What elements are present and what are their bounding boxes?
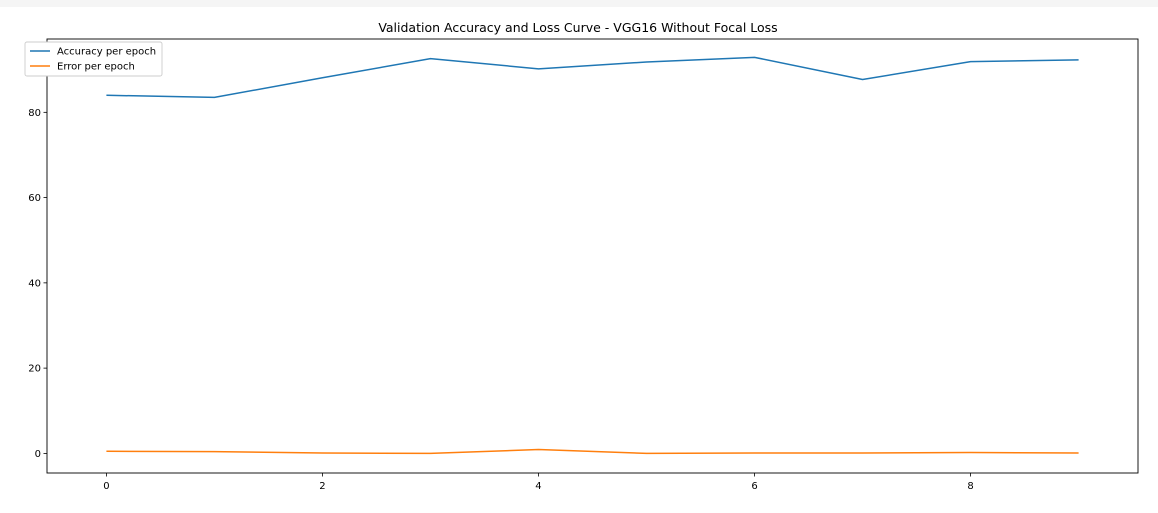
series-lines — [106, 56, 1079, 455]
x-tick-label: 2 — [319, 481, 325, 492]
x-tick-label: 6 — [751, 481, 757, 492]
plot-area — [46, 38, 1139, 474]
y-tick-label: 0 — [35, 449, 41, 460]
legend-label-error: Error per epoch — [57, 62, 135, 73]
y-tick-label: 80 — [28, 108, 41, 119]
legend-box — [24, 41, 163, 77]
x-tick-label: 0 — [103, 481, 109, 492]
y-axis: 0 20 40 60 80 — [28, 108, 47, 460]
x-axis: 0 2 4 6 8 — [103, 473, 974, 492]
series-line-error — [106, 448, 1079, 455]
y-tick-label: 20 — [28, 364, 41, 375]
series-line-accuracy — [106, 56, 1079, 99]
x-tick-label: 8 — [967, 481, 973, 492]
y-tick-label: 60 — [28, 193, 41, 204]
chart-title: Validation Accuracy and Loss Curve - VGG… — [378, 20, 777, 35]
x-tick-label: 4 — [535, 481, 541, 492]
legend: Accuracy per epoch Error per epoch — [24, 41, 163, 77]
y-tick-label: 40 — [28, 278, 41, 289]
legend-label-accuracy: Accuracy per epoch — [57, 47, 156, 58]
top-strip — [0, 0, 1158, 7]
